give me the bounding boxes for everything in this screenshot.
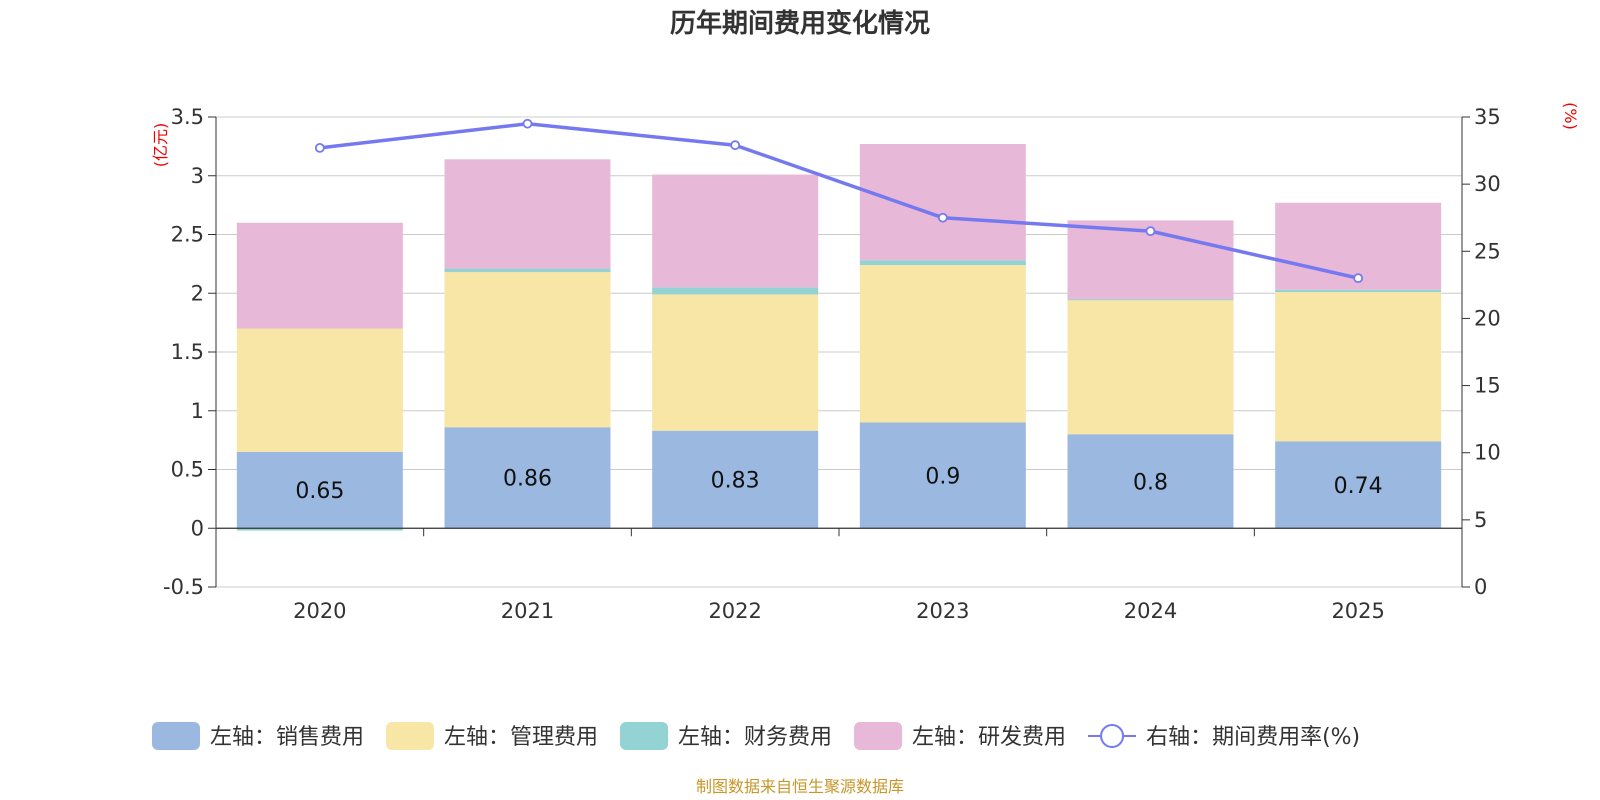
legend-swatch-finance (620, 722, 669, 750)
bar-series (236, 144, 1442, 531)
data-label-sales-2022: 0.83 (711, 468, 760, 493)
legend-label-rate: 右轴：期间费用率(%) (1146, 725, 1360, 750)
data-label-sales-2023: 0.9 (925, 464, 960, 489)
legend: 左轴：销售费用 左轴：管理费用 左轴：财务费用 左轴：研发费用 右轴：期间费用率(%) (152, 722, 1360, 750)
bar-admin-2023 (859, 265, 1026, 423)
bar-admin-2024 (1067, 300, 1234, 435)
bar-sales-2020 (236, 451, 403, 529)
right-tick-label: 30 (1474, 172, 1501, 196)
legend-swatch-rd (854, 722, 903, 750)
bar-sales-2025 (1275, 441, 1442, 529)
data-label-sales-2021: 0.86 (503, 467, 552, 492)
legend-item-rate: 右轴：期间费用率(%) (1088, 724, 1360, 750)
left-tick-label: 2.5 (171, 223, 204, 247)
bar-finance-2025 (1275, 289, 1442, 293)
right-tick-label: 5 (1474, 508, 1487, 532)
x-tick-label: 2022 (708, 599, 761, 623)
rate-point-2020 (314, 142, 325, 153)
legend-item-sales: 左轴：销售费用 (152, 722, 364, 750)
bar-finance-2023 (859, 260, 1026, 266)
legend-label-finance: 左轴：财务费用 (678, 725, 832, 750)
data-source-note: 制图数据来自恒生聚源数据库 (696, 777, 904, 796)
x-tick-label: 2023 (916, 599, 969, 623)
rate-point-2025 (1353, 273, 1364, 284)
left-tick-label: 0 (191, 516, 204, 540)
data-label-sales-2024: 0.8 (1133, 470, 1168, 495)
legend-marker-icon (1100, 724, 1125, 748)
data-label-sales-2025: 0.74 (1334, 474, 1383, 499)
left-axis-unit: (亿元) (151, 123, 170, 168)
rate-point-2024 (1145, 226, 1156, 237)
bar-finance-2021 (444, 268, 611, 273)
rate-point-2021 (522, 118, 533, 129)
chart-title: 历年期间费用变化情况 (670, 8, 930, 39)
bar-finance-2022 (652, 287, 819, 295)
bar-admin-2020 (236, 328, 403, 452)
rate-line-series (314, 118, 1364, 284)
right-tick-label: 20 (1474, 306, 1501, 330)
bar-admin-2021 (444, 272, 611, 428)
rate-line (319, 121, 1359, 280)
bar-rd-2021 (444, 159, 611, 269)
bar-rd-2020 (236, 222, 403, 329)
legend-swatch-sales (152, 722, 200, 750)
right-tick-label: 10 (1474, 441, 1501, 465)
right-axis-unit: (%) (1561, 102, 1580, 130)
bar-rd-2022 (652, 174, 819, 288)
left-tick-label: 0.5 (171, 458, 204, 482)
gridlines (216, 116, 1462, 588)
left-tick-label: -0.5 (163, 575, 204, 599)
legend-item-rd: 左轴：研发费用 (854, 722, 1066, 750)
bar-finance-2024 (1067, 299, 1234, 301)
rate-point-2022 (730, 140, 741, 151)
right-tick-label: 15 (1474, 374, 1501, 398)
left-tick-label: 1.5 (171, 340, 204, 364)
legend-item-finance: 左轴：财务费用 (620, 722, 832, 750)
bar-sales-2021 (444, 427, 611, 529)
legend-label-rd: 左轴：研发费用 (912, 725, 1066, 750)
bar-finance-2020 (236, 528, 403, 531)
bar-sales-2023 (859, 422, 1026, 529)
left-tick-label: 3 (191, 164, 204, 188)
right-tick-label: 25 (1474, 239, 1501, 263)
x-tick-label: 2020 (293, 599, 346, 623)
legend-swatch-admin (386, 722, 435, 750)
data-label-sales-2020: 0.65 (295, 479, 344, 504)
right-tick-label: 35 (1474, 105, 1501, 129)
x-tick-label: 2024 (1124, 599, 1177, 623)
bar-sales-2022 (652, 430, 819, 529)
left-tick-label: 3.5 (171, 105, 204, 129)
data-labels: 0.65 0.86 0.83 0.9 0.8 0.74 (295, 464, 1382, 504)
left-tick-label: 1 (191, 399, 204, 423)
bar-rd-2023 (859, 144, 1026, 261)
x-tick-label: 2025 (1331, 599, 1384, 623)
rate-point-2023 (937, 212, 948, 223)
legend-item-admin: 左轴：管理费用 (386, 722, 598, 750)
bar-admin-2022 (652, 294, 819, 431)
right-tick-label: 0 (1474, 575, 1487, 599)
legend-label-admin: 左轴：管理费用 (444, 725, 598, 750)
legend-label-sales: 左轴：销售费用 (210, 725, 364, 750)
bar-sales-2024 (1067, 434, 1234, 529)
left-tick-label: 2 (191, 281, 204, 305)
x-tick-label: 2021 (501, 599, 554, 623)
bar-admin-2025 (1275, 292, 1442, 442)
